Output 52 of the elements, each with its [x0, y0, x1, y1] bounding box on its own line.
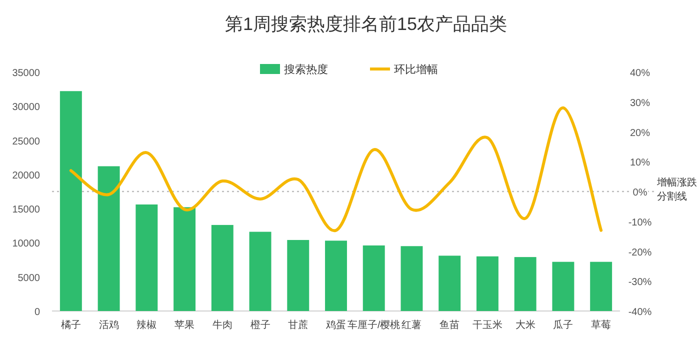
- bar: [438, 256, 461, 311]
- line-series: [69, 106, 603, 232]
- ref-line-label: 增幅涨跌分割线: [656, 176, 697, 202]
- x-tick-label: 甘蔗: [288, 319, 308, 331]
- y2-tick-label: -20%: [628, 247, 652, 258]
- y-tick-label: 30000: [12, 102, 40, 114]
- legend-label: 搜索热度: [284, 63, 328, 76]
- y-tick-label: 10000: [12, 238, 40, 250]
- y-tick-label: 0: [34, 307, 40, 318]
- bar: [325, 240, 347, 311]
- x-tick-label: 干玉米: [472, 319, 502, 331]
- y-tick-label: 20000: [12, 170, 40, 182]
- y2-tick-label: -10%: [628, 217, 652, 228]
- chart-title: 第1周搜索热度排名前15农产品品类: [224, 14, 508, 34]
- y-tick-label: 35000: [12, 68, 40, 79]
- y2-tick-label: -40%: [628, 307, 652, 318]
- y2-tick-label: 30%: [630, 98, 650, 109]
- y-tick-label: 5000: [18, 272, 40, 284]
- bar: [476, 256, 498, 311]
- x-tick-label: 苹果: [174, 319, 195, 331]
- bar: [552, 262, 574, 311]
- y-tick-label: 25000: [12, 136, 40, 148]
- x-tick-label: 鸡蛋: [325, 319, 346, 331]
- y2-tick-label: 0%: [632, 188, 648, 198]
- bar: [98, 166, 120, 311]
- x-tick-label: 橘子: [60, 319, 81, 331]
- y2-tick-label: 40%: [630, 68, 650, 79]
- bar: [211, 224, 234, 311]
- x-tick-label: 辣椒: [136, 319, 157, 331]
- x-tick-label: 活鸡: [98, 319, 119, 331]
- y2-tick-label: 10%: [630, 158, 650, 169]
- bar: [590, 262, 612, 311]
- bar: [514, 257, 536, 311]
- bar: [400, 246, 423, 311]
- y-tick-label: 15000: [12, 204, 40, 216]
- x-tick-label: 橙子: [250, 319, 270, 331]
- y2-tick-label: -30%: [628, 277, 652, 288]
- x-tick-label: 瓜子: [553, 319, 574, 331]
- x-tick-label: 大米: [515, 319, 536, 331]
- bar: [362, 245, 385, 311]
- bar: [174, 207, 196, 311]
- x-tick-label: 车厘子/樱桃: [347, 319, 400, 331]
- y2-tick-label: 20%: [630, 128, 650, 139]
- x-tick-label: 鱼苗: [440, 319, 460, 331]
- x-tick-label: 牛肉: [212, 319, 232, 331]
- bar: [60, 91, 82, 311]
- x-tick-label: 红薯: [402, 319, 422, 331]
- bar: [136, 204, 158, 311]
- bar: [287, 240, 310, 311]
- x-tick-label: 草莓: [591, 319, 612, 331]
- bar: [249, 232, 272, 311]
- legend-label: 环比增幅: [394, 63, 438, 76]
